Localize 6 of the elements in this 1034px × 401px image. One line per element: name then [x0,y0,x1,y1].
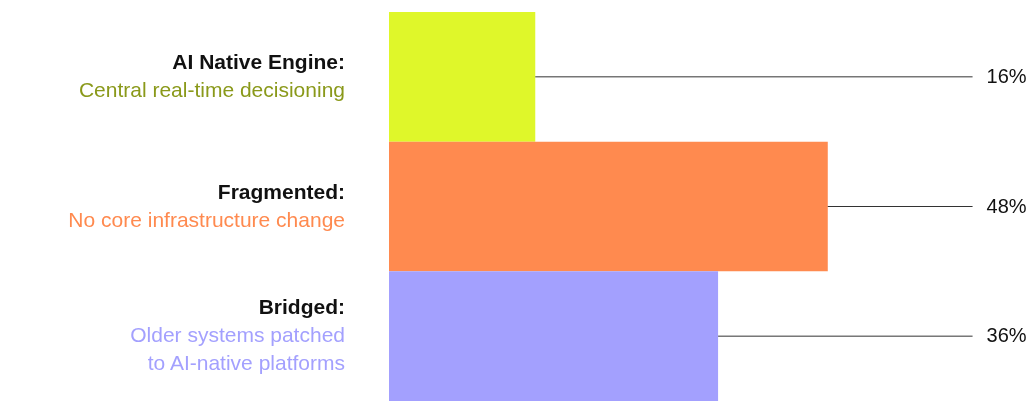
data-label: 16% [986,64,1027,87]
y-tick-label: Fragmented: No core infrastructure change [68,179,345,231]
y-tick-label: AI Native Engine: Central real-time decisioning [78,49,345,101]
data-label: 36% [986,324,1027,347]
data-label: 48% [986,194,1027,217]
y-tick-label: Bridged: Older systems patched to AI-native platforms [130,295,345,375]
